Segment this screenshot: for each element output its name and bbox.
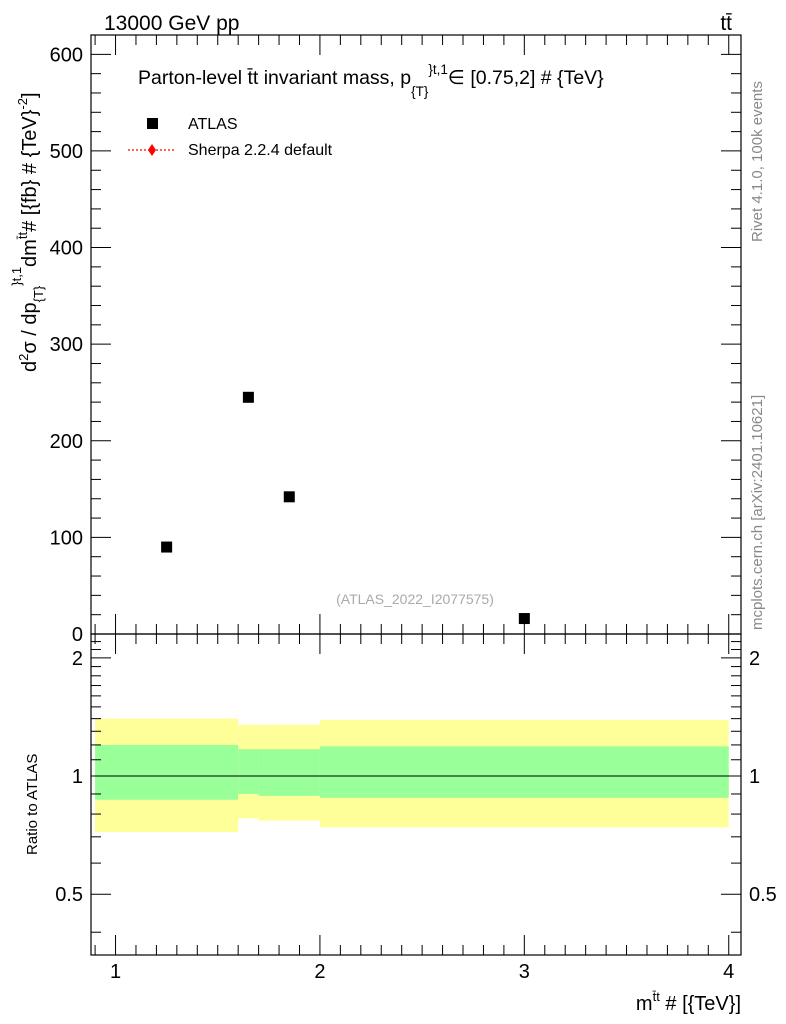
atlas-data-point — [283, 491, 295, 503]
ratio-y-tick-label-right: 0.5 — [749, 884, 777, 906]
x-tick-label: 2 — [314, 961, 325, 983]
title-tail: ∈ [0.75,2] # {TeV} — [448, 67, 604, 89]
main-y-tick-label: 500 — [50, 141, 83, 163]
main-y-tick-label: 200 — [50, 431, 83, 453]
main-y-tick-label: 300 — [50, 334, 83, 356]
main-y-tick-label: 600 — [50, 44, 83, 66]
xlabel-part-b: # [{TeV}] — [660, 993, 741, 1015]
ylabel-part-d: # [{fb} # {TeV} — [19, 109, 41, 232]
main-y-tick-label: 400 — [50, 238, 83, 260]
ratio-y-axis-ticks: 0.5 0.5 1 1 2 2 — [55, 641, 777, 933]
x-tick-label: 3 — [519, 961, 530, 983]
atlas-data-point — [161, 541, 173, 553]
legend-sherpa-label: Sherpa 2.2.4 default — [188, 142, 333, 159]
ratio-y-tick-label-left: 0.5 — [55, 884, 83, 906]
ratio-panel: 0.5 0.5 1 1 2 2 1 2 3 4 Ratio to ATLAS mt̄t # [{… — [24, 633, 777, 1015]
legend-sherpa-marker — [148, 144, 156, 156]
ratio-x-axis-ticks: 1 2 3 4 — [94, 634, 734, 983]
ratio-y-axis-label: Ratio to ATLAS — [24, 754, 41, 855]
atlas-data-point — [242, 391, 254, 403]
main-panel: 0 100 200 300 400 500 600 Parton-level t̄t inv… — [9, 34, 742, 646]
rivet-label: Rivet 4.1.0, 100k events — [749, 81, 766, 242]
ylabel-part-e: ] — [19, 92, 41, 98]
analysis-annotation: (ATLAS_2022_I2077575) — [336, 591, 494, 607]
ratio-y-tick-label-left: 1 — [72, 766, 83, 788]
ylabel-sup-a: 2 — [16, 354, 31, 361]
main-y-axis-label: d2σ / dp{T} }t,1dmt̄t# [{fb} # {TeV}-2] — [9, 92, 46, 372]
header-right-label: tt̄ — [720, 12, 732, 35]
main-y-tick-label: 100 — [50, 527, 83, 549]
legend-atlas-marker — [147, 118, 158, 129]
legend-atlas-label: ATLAS — [188, 116, 238, 133]
ratio-inner-band — [238, 749, 259, 794]
ylabel-sup-d: -2 — [15, 98, 30, 110]
x-tick-label: 4 — [723, 961, 734, 983]
ylabel-part-b: σ / dp — [19, 302, 41, 353]
ylabel-sup-c: t̄t — [15, 232, 30, 240]
ratio-y-tick-label-left: 2 — [72, 648, 83, 670]
ratio-inner-band — [95, 744, 239, 800]
ratio-y-tick-label-right: 1 — [749, 766, 760, 788]
xlabel-part-a: m — [636, 993, 653, 1015]
ylabel-sup-b: }t,1 — [9, 267, 24, 286]
main-y-axis-ticks: 0 100 200 300 400 500 600 — [50, 34, 741, 646]
ratio-inner-band — [258, 749, 320, 796]
header-left-label: 13000 GeV pp — [104, 12, 239, 35]
x-axis-label: mt̄t # [{TeV}] — [636, 989, 741, 1015]
ratio-uncertainty-bands — [95, 718, 729, 833]
ylabel-part-a: d — [19, 361, 41, 372]
ratio-plot-frame — [90, 633, 742, 956]
title-subscript: {T} — [411, 84, 429, 99]
xlabel-sup: t̄t — [652, 989, 660, 1004]
title-main-part: Parton-level t̄t invariant mass, p — [138, 67, 411, 89]
x-tick-label: 1 — [110, 961, 121, 983]
main-data-markers — [161, 391, 530, 625]
main-x-axis-ticks — [94, 35, 730, 634]
main-title: Parton-level t̄t invariant mass, p{T} }t,… — [138, 62, 604, 99]
ratio-y-tick-label-right: 2 — [749, 648, 760, 670]
ratio-inner-band — [319, 746, 729, 798]
title-superscript: }t,1 — [428, 62, 448, 77]
ylabel-part-c: dm — [19, 239, 41, 267]
ylabel-sub-b: {T} — [31, 285, 46, 302]
mcplots-label: mcplots.cern.ch [arXiv:2401.10621] — [749, 395, 766, 630]
main-y-tick-label: 0 — [72, 624, 83, 646]
legend: ATLAS Sherpa 2.2.4 default — [128, 116, 333, 159]
